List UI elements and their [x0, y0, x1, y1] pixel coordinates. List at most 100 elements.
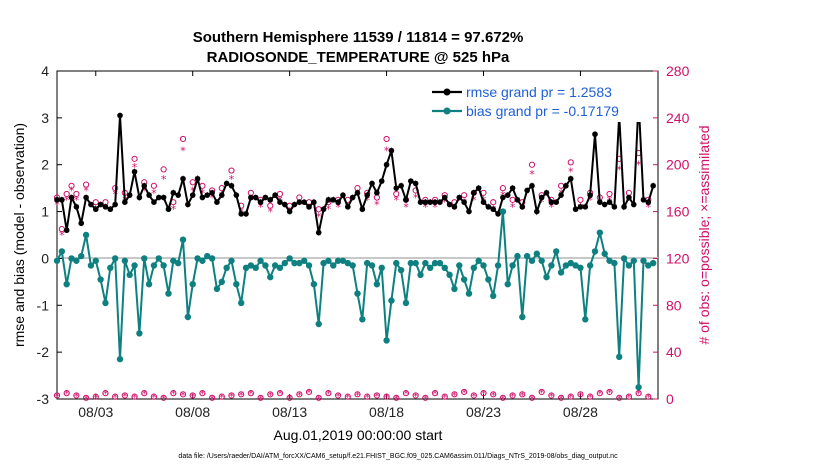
obs-count-bottom-point — [480, 390, 487, 397]
rmse-point — [286, 208, 293, 215]
bias-point — [548, 262, 555, 269]
bias-point — [218, 278, 225, 286]
rmse-point — [59, 197, 65, 203]
bias-point — [271, 262, 279, 269]
obs-count-bottom-point — [131, 393, 138, 400]
bias-point — [499, 208, 507, 215]
rmse-point-star: * — [423, 198, 428, 209]
rmse-point — [650, 183, 656, 189]
rmse-point-star: * — [602, 200, 607, 211]
x-tick-label: 08/28 — [563, 404, 598, 420]
rmse-point-star: * — [205, 191, 210, 202]
obs-assimilated-point: * — [209, 192, 215, 205]
rmse-point-star: * — [84, 193, 89, 204]
obs-assimilated-point: * — [384, 145, 390, 158]
obs-count-bottom-assim: * — [578, 390, 583, 401]
obs-assimilated-point: * — [161, 173, 167, 186]
obs-possible-point — [63, 190, 70, 198]
obs-possible-point — [160, 166, 167, 173]
bias-point — [354, 290, 361, 297]
obs-count-bottom-assim: * — [433, 389, 438, 400]
bias-point — [68, 255, 75, 262]
rmse-point-star: * — [403, 196, 408, 207]
obs-count-bottom-assim: * — [219, 393, 224, 404]
obs-count-bottom-assim: * — [345, 393, 350, 404]
obs-count-bottom-point — [179, 391, 187, 398]
bias-point — [160, 262, 167, 269]
bias-point — [63, 281, 70, 288]
obs-count-bottom-point — [92, 393, 99, 400]
rmse-point — [185, 201, 191, 208]
rmse-point-star: * — [544, 189, 549, 200]
bias-point — [223, 264, 230, 271]
bias-point — [635, 384, 642, 391]
obs-assimilated-point: * — [200, 187, 206, 200]
rmse-point-star: * — [326, 196, 331, 207]
rmse-point-star: * — [437, 198, 442, 209]
rmse-point-star: * — [311, 198, 316, 209]
rmse-point-star: * — [118, 111, 123, 122]
rmse-point-star: * — [74, 203, 79, 214]
rmse-point-star: * — [93, 205, 98, 216]
rmse-point — [495, 211, 501, 217]
bias-point — [170, 257, 177, 264]
obs-count-bottom-point — [296, 391, 303, 398]
obs-assimilated-point: * — [171, 203, 177, 216]
bias-point — [582, 316, 589, 323]
rmse-point — [504, 192, 511, 198]
obs-count-bottom-point — [228, 392, 235, 399]
rmse-point — [606, 199, 613, 205]
rmse-point — [204, 192, 211, 198]
obs-count-bottom-point — [383, 393, 390, 400]
rmse-point — [500, 194, 506, 201]
rmse-point-star: * — [268, 196, 273, 207]
bias-point — [359, 316, 366, 323]
bias-point — [407, 259, 415, 267]
bias-point — [92, 257, 99, 264]
obs-possible-point — [499, 185, 507, 192]
bias-point — [141, 255, 148, 262]
rmse-point — [558, 192, 564, 198]
rmse-point-star: * — [210, 189, 215, 200]
bias-point — [422, 259, 429, 267]
obs-count-bottom-assim: * — [113, 393, 118, 404]
obs-count-bottom-assim: * — [520, 390, 525, 401]
bias-point — [373, 281, 381, 288]
bias-point — [528, 257, 536, 264]
obs-count-bottom-assim: * — [384, 393, 389, 404]
bias-point — [305, 262, 313, 269]
bias-point — [242, 264, 250, 271]
bias-point — [475, 257, 482, 264]
rmse-point-star: * — [641, 196, 646, 207]
obs-assimilated-point: * — [471, 194, 477, 207]
obs-count-bottom-assim: * — [442, 393, 447, 404]
obs-assimilated-point: * — [258, 201, 264, 214]
rmse-point — [534, 208, 540, 215]
x-axis-label: Aug.01,2019 00:00:00 start — [274, 427, 443, 443]
obs-possible-point — [490, 199, 497, 206]
obs-possible-point — [73, 190, 80, 198]
bias-point — [538, 257, 545, 264]
obs-assimilated-point: * — [539, 196, 545, 209]
bias-point — [456, 262, 463, 269]
rmse-point — [524, 187, 530, 194]
obs-assimilated-point: * — [432, 201, 438, 214]
rmse-point — [451, 204, 458, 210]
rmse-point — [262, 194, 269, 201]
rmse-point-star: * — [316, 228, 321, 239]
rmse-point — [437, 199, 443, 205]
obs-count-bottom-point — [160, 394, 167, 401]
rmse-point — [189, 192, 196, 198]
rmse-point-star: * — [365, 191, 370, 202]
rmse-point-star: * — [340, 191, 345, 202]
bias-point — [257, 257, 264, 264]
rmse-point — [320, 206, 327, 213]
rmse-point — [252, 194, 259, 201]
rmse-point-star: * — [418, 198, 423, 209]
rmse-point — [349, 194, 356, 201]
bias-point — [562, 262, 570, 269]
rmse-point-star: * — [394, 184, 399, 195]
rmse-point — [446, 201, 453, 208]
rmse-point-star: * — [108, 205, 113, 216]
rmse-point-star: * — [229, 182, 234, 193]
